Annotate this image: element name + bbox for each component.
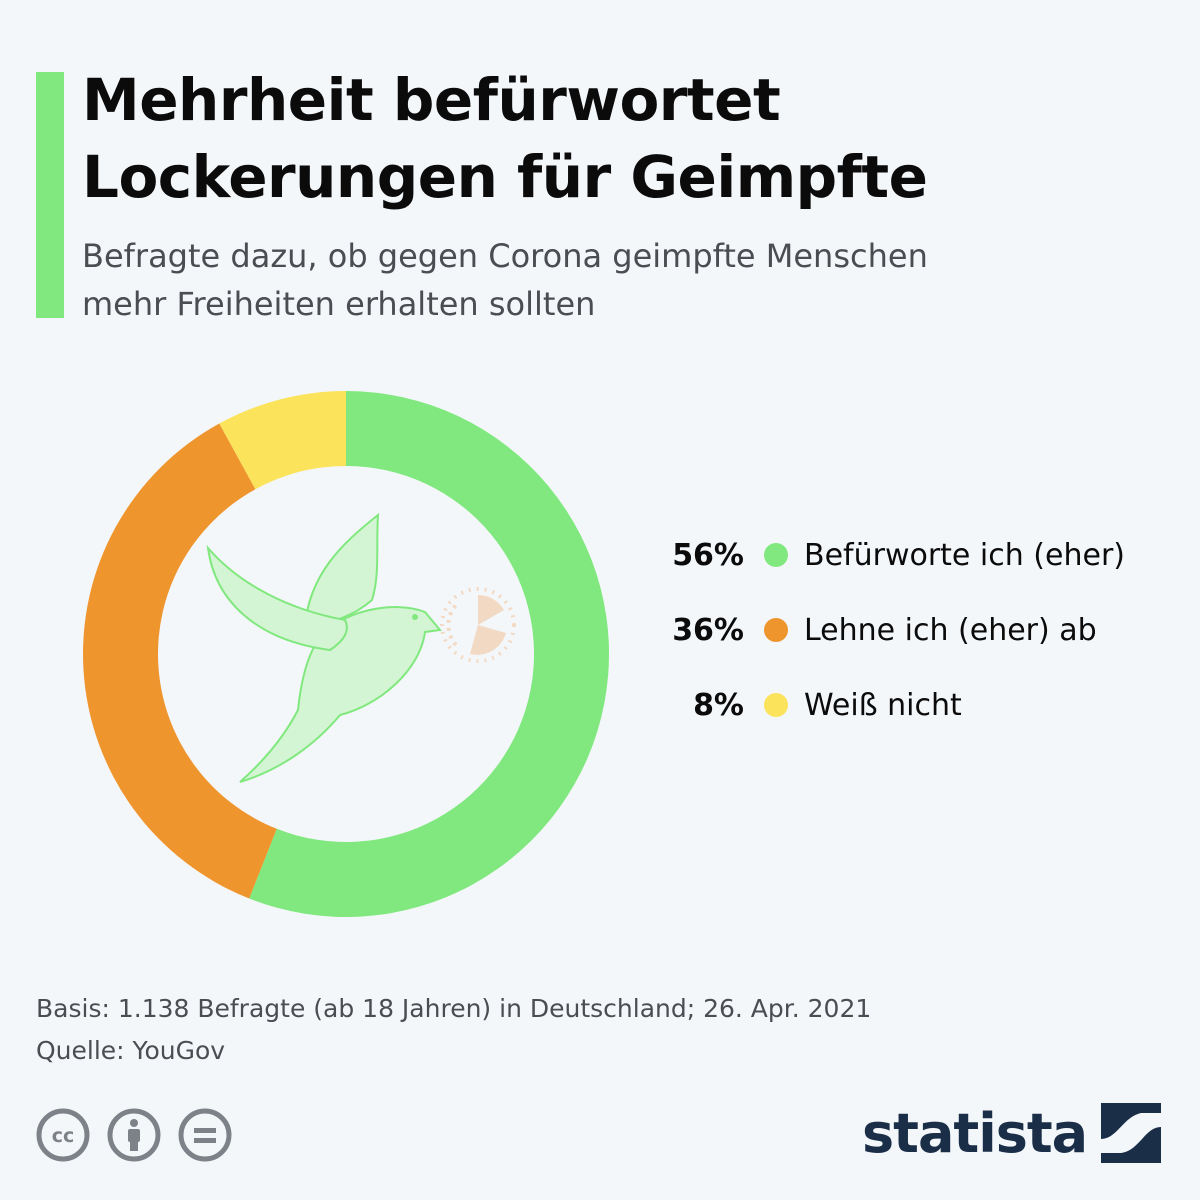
subtitle-line-2: mehr Freiheiten erhalten sollten bbox=[82, 285, 596, 323]
legend-swatch bbox=[764, 693, 788, 717]
donut-slices bbox=[83, 391, 610, 917]
donut-slice bbox=[83, 423, 277, 899]
legend-item: 36% Lehne ich (eher) ab bbox=[620, 605, 1180, 655]
title-line-2: Lockerungen für Geimpfte bbox=[82, 143, 928, 211]
legend-item: 56% Befürworte ich (eher) bbox=[620, 530, 1180, 580]
cc-icon[interactable]: cc bbox=[36, 1108, 90, 1162]
chart-legend: 56% Befürworte ich (eher) 36% Lehne ich … bbox=[620, 530, 1180, 755]
accent-bar bbox=[36, 72, 64, 318]
source-note: Quelle: YouGov bbox=[36, 1036, 226, 1065]
attribution-icon[interactable] bbox=[107, 1108, 161, 1162]
statista-logo-icon bbox=[1101, 1103, 1162, 1163]
legend-label: Weiß nicht bbox=[804, 687, 962, 723]
legend-item: 8% Weiß nicht bbox=[620, 680, 1180, 730]
donut-slice bbox=[249, 391, 610, 917]
dove-with-pill-icon bbox=[206, 512, 516, 783]
brand: statista bbox=[862, 1098, 1166, 1168]
no-derivatives-icon[interactable] bbox=[178, 1108, 232, 1162]
legend-value: 36% bbox=[672, 612, 744, 648]
page-subtitle: Befragte dazu, ob gegen Corona geimpfte … bbox=[82, 232, 1162, 328]
license-icons: cc bbox=[36, 1108, 249, 1162]
legend-value: 8% bbox=[693, 687, 744, 723]
basis-note: Basis: 1.138 Befragte (ab 18 Jahren) in … bbox=[36, 994, 872, 1023]
legend-label: Befürworte ich (eher) bbox=[804, 537, 1125, 573]
legend-swatch bbox=[764, 543, 788, 567]
subtitle-line-1: Befragte dazu, ob gegen Corona geimpfte … bbox=[82, 237, 928, 275]
title-line-1: Mehrheit befürwortet bbox=[82, 66, 781, 134]
chart-footer: Basis: 1.138 Befragte (ab 18 Jahren) in … bbox=[36, 988, 1156, 1072]
brand-name: statista bbox=[862, 1101, 1088, 1165]
donut-slice bbox=[219, 391, 346, 490]
page-title: Mehrheit befürwortet Lockerungen für Gei… bbox=[82, 62, 1162, 216]
legend-value: 56% bbox=[672, 537, 744, 573]
svg-text:cc: cc bbox=[52, 1125, 75, 1147]
legend-label: Lehne ich (eher) ab bbox=[804, 612, 1097, 648]
legend-swatch bbox=[764, 618, 788, 642]
